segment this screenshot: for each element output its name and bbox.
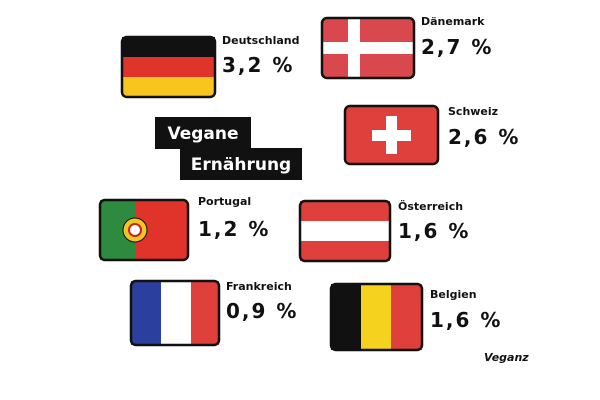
- title-line: Vegane: [167, 124, 238, 144]
- flag-switzerland: [343, 104, 440, 166]
- title-line: Ernährung: [191, 155, 291, 175]
- flag-denmark: [320, 16, 416, 80]
- flag-france: [129, 279, 221, 347]
- country-label: Dänemark: [421, 15, 485, 28]
- flag-germany: [120, 35, 217, 99]
- country-label: Deutschland: [222, 34, 299, 47]
- flag-portugal: [98, 198, 190, 262]
- country-label: Schweiz: [448, 105, 498, 118]
- title-box: [180, 148, 302, 180]
- percent-value: 2,7 %: [421, 35, 493, 59]
- percent-value: 2,6 %: [448, 125, 520, 149]
- country-label: Portugal: [198, 195, 251, 208]
- percent-value: 1,6 %: [430, 308, 502, 332]
- flag-belgium: [329, 282, 424, 352]
- country-label: Österreich: [398, 199, 463, 213]
- percent-value: 3,2 %: [222, 53, 294, 77]
- percent-value: 1,6 %: [398, 219, 470, 243]
- country-label: Frankreich: [226, 280, 292, 293]
- title-box: [155, 117, 251, 149]
- flag-austria: [298, 199, 392, 263]
- percent-value: 0,9 %: [226, 299, 298, 323]
- percent-value: 1,2 %: [198, 217, 270, 241]
- country-label: Belgien: [430, 288, 477, 301]
- logo: Veganz: [484, 351, 529, 364]
